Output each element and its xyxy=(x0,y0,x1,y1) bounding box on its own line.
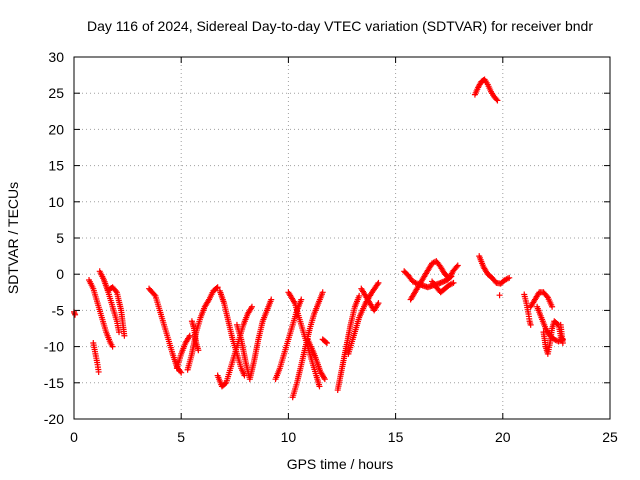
chart-grid xyxy=(74,57,610,419)
data-point xyxy=(493,96,500,103)
data-point xyxy=(494,97,501,104)
data-point xyxy=(186,332,193,339)
chart-data-points xyxy=(71,76,566,401)
data-point xyxy=(356,292,363,299)
y-tick-label: -15 xyxy=(44,375,64,391)
data-point xyxy=(178,369,185,376)
data-point xyxy=(95,368,102,375)
data-point xyxy=(506,274,513,281)
x-tick-label: 10 xyxy=(281,429,297,445)
chart-title: Day 116 of 2024, Sidereal Day-to-day VTE… xyxy=(87,18,593,34)
data-point xyxy=(549,303,556,310)
data-point xyxy=(375,279,382,286)
data-point xyxy=(116,329,123,336)
data-point xyxy=(453,263,460,270)
y-axis-label: SDTVAR / TECUs xyxy=(5,182,21,294)
data-point xyxy=(72,311,79,318)
data-point xyxy=(248,303,255,310)
x-tick-label: 25 xyxy=(602,429,618,445)
data-point xyxy=(496,292,503,299)
y-tick-label: 30 xyxy=(48,49,64,65)
data-point xyxy=(268,296,275,303)
data-point xyxy=(559,336,566,343)
data-point xyxy=(319,289,326,296)
data-point xyxy=(322,339,329,346)
data-point xyxy=(213,285,220,292)
y-tick-label: 15 xyxy=(48,158,64,174)
data-point xyxy=(109,343,116,350)
data-point xyxy=(195,347,202,354)
data-point xyxy=(323,339,330,346)
data-point xyxy=(214,284,221,291)
data-point xyxy=(527,321,534,328)
data-point xyxy=(112,288,119,295)
x-tick-label: 15 xyxy=(388,429,404,445)
plot-frame xyxy=(73,56,611,420)
data-point xyxy=(298,296,305,303)
y-tick-label: 25 xyxy=(48,85,64,101)
data-point xyxy=(375,300,382,307)
data-point xyxy=(316,383,323,390)
data-point xyxy=(554,320,561,327)
data-point xyxy=(374,281,381,288)
y-tick-label: 20 xyxy=(48,121,64,137)
x-tick-label: 5 xyxy=(177,429,185,445)
data-point xyxy=(151,291,158,298)
data-point xyxy=(454,262,461,269)
x-axis-label: GPS time / hours xyxy=(287,456,394,472)
data-point xyxy=(543,293,550,300)
y-tick-label: -5 xyxy=(52,302,65,318)
x-tick-label: 20 xyxy=(495,429,511,445)
chart-axis-ticks: 0 5 10 15 20 25 -20 -15 -10 -5 0 5 10 15 20 25 30 xyxy=(44,49,618,445)
y-tick-label: -20 xyxy=(44,411,64,427)
data-point xyxy=(557,321,564,328)
data-point xyxy=(121,332,128,339)
y-tick-label: -10 xyxy=(44,339,64,355)
data-point xyxy=(450,279,457,286)
data-point xyxy=(321,376,328,383)
y-tick-label: 0 xyxy=(56,266,64,282)
y-tick-label: 5 xyxy=(56,230,64,246)
y-tick-label: 10 xyxy=(48,194,64,210)
x-tick-label: 0 xyxy=(70,429,78,445)
